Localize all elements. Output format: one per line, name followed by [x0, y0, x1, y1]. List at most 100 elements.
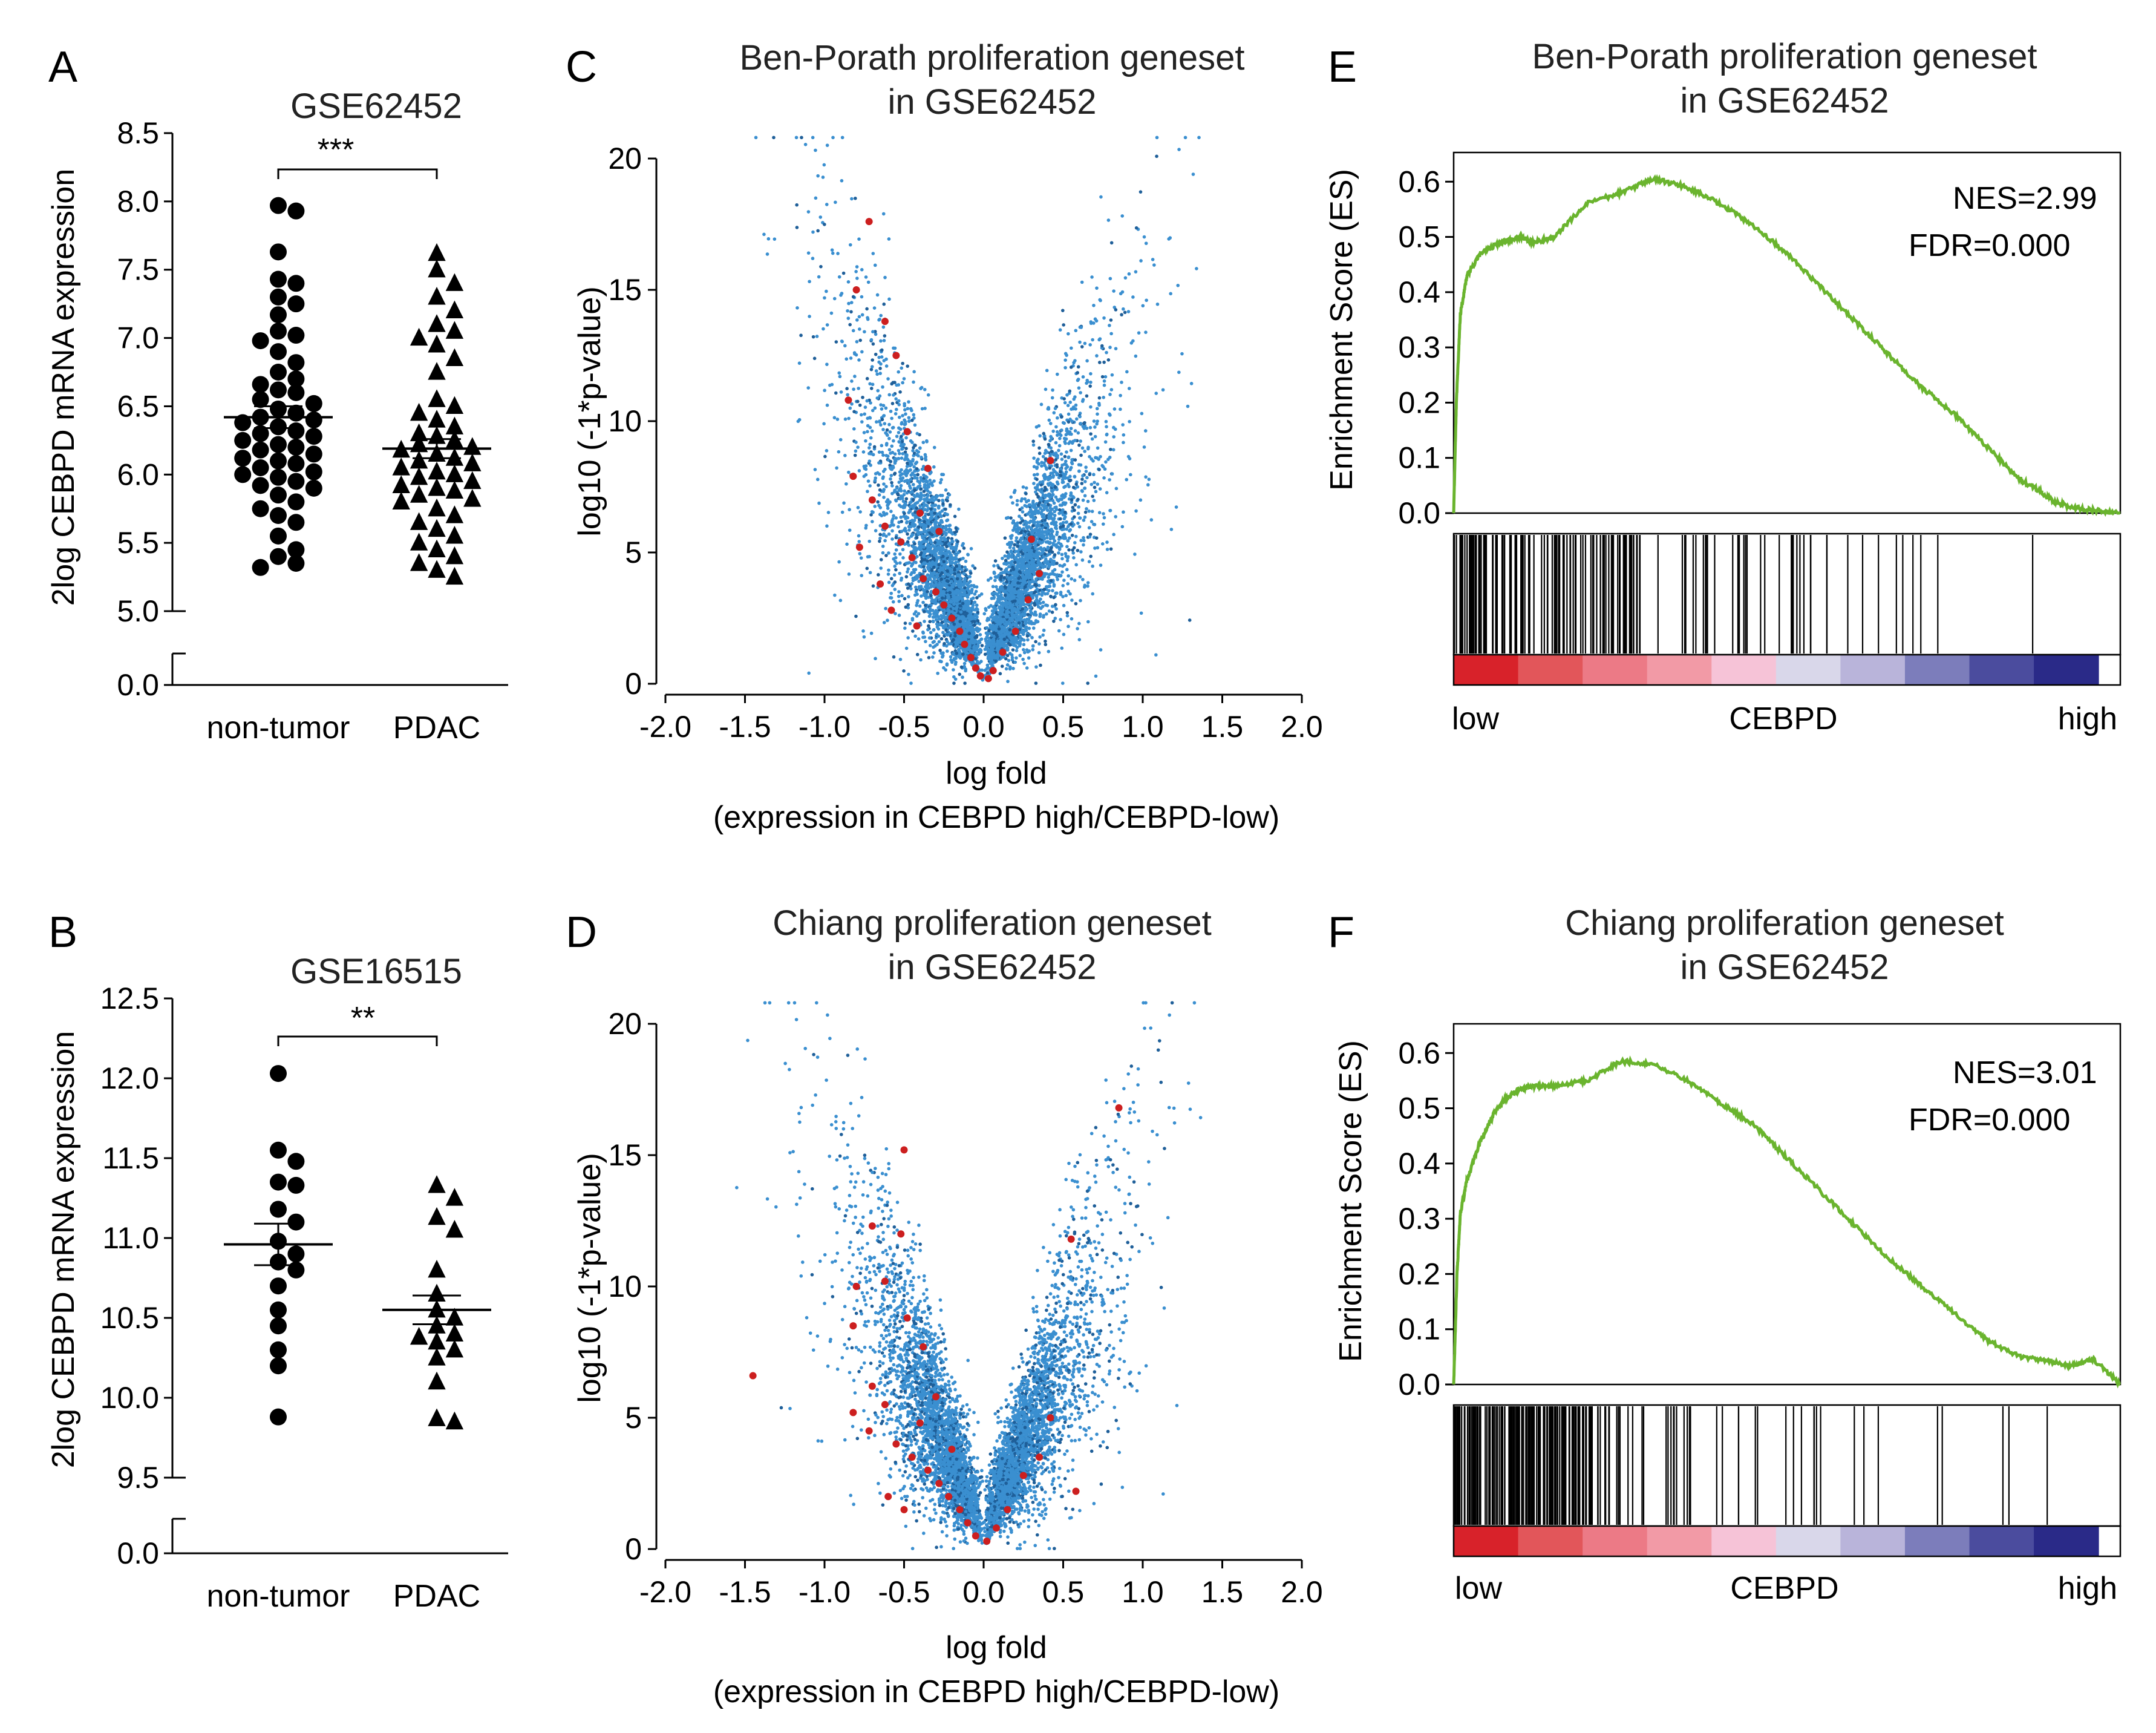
volcano-point: [881, 470, 886, 473]
volcano-point: [1088, 384, 1093, 388]
volcano-point: [1074, 403, 1078, 407]
volcano-point: [892, 655, 896, 659]
data-point-triangle: [410, 450, 428, 469]
volcano-point: [1062, 578, 1066, 582]
volcano-point: [1065, 353, 1068, 357]
volcano-point: [892, 573, 897, 577]
volcano-point: [813, 468, 817, 471]
volcano-point: [949, 655, 953, 659]
volcano-point: [906, 364, 909, 368]
volcano-point: [906, 407, 910, 411]
data-point-circle: [287, 493, 305, 511]
data-point-triangle: [410, 1326, 428, 1345]
volcano-point: [1134, 354, 1138, 358]
volcano-point: [1047, 418, 1051, 422]
volcano-point: [876, 500, 880, 504]
data-point-triangle: [445, 348, 464, 367]
volcano-point: [1128, 457, 1132, 460]
volcano-point: [846, 280, 851, 284]
volcano-point: [905, 465, 909, 468]
volcano-point: [882, 482, 886, 486]
data-point-triangle: [410, 532, 428, 551]
volcano-point: [864, 523, 868, 528]
volcano-point: [1102, 512, 1105, 516]
volcano-point: [1065, 450, 1068, 454]
volcano-point: [931, 619, 935, 623]
volcano-point: [1096, 446, 1100, 450]
volcano-point: [1065, 559, 1070, 563]
volcano-point: [879, 339, 883, 343]
volcano-point: [1037, 642, 1041, 646]
volcano-point: [909, 587, 913, 591]
volcano-point: [910, 418, 914, 422]
volcano-point: [947, 558, 952, 562]
volcano-point: [1006, 680, 1010, 683]
volcano-point: [1095, 407, 1099, 411]
data-point-circle: [287, 275, 305, 292]
volcano-point: [973, 592, 977, 596]
volcano-point: [984, 644, 988, 649]
data-point-circle: [287, 1176, 305, 1194]
y-tick-label: 11.5: [102, 1141, 159, 1175]
volcano-point: [832, 296, 837, 301]
panel-a: A GSE62452 2log CEBPD mRNA expression no…: [46, 43, 508, 745]
volcano-point: [1120, 525, 1125, 529]
volcano-point: [1058, 503, 1062, 507]
volcano-point: [1059, 618, 1062, 621]
volcano-point: [1038, 601, 1042, 605]
volcano-point: [1059, 522, 1063, 526]
x-tick-label: 1.0: [1122, 710, 1164, 744]
volcano-point: [989, 576, 993, 580]
volcano-point: [1139, 259, 1143, 263]
y-tick-label: 7.0: [117, 321, 159, 355]
volcano-point: [1096, 482, 1100, 486]
volcano-point: [825, 203, 829, 206]
volcano-point: [939, 637, 944, 641]
volcano-point: [1009, 495, 1013, 499]
volcano-point: [795, 226, 799, 229]
volcano-point: [1056, 482, 1060, 486]
panel-c-x-axis-label-line1: log fold: [946, 756, 1047, 791]
volcano-point: [887, 568, 890, 572]
data-point-circle: [252, 376, 269, 393]
data-point-triangle: [428, 519, 446, 537]
volcano-point: [1083, 510, 1088, 514]
volcano-point: [1076, 521, 1080, 525]
data-point-triangle: [445, 480, 464, 499]
data-point-triangle: [428, 1371, 446, 1390]
data-point-circle: [287, 514, 305, 531]
volcano-point: [1057, 547, 1062, 551]
volcano-point: [828, 383, 832, 387]
data-point-circle: [270, 243, 287, 261]
volcano-point: [884, 485, 888, 488]
volcano-point: [1063, 552, 1068, 555]
volcano-point: [846, 393, 849, 397]
volcano-point: [867, 451, 871, 456]
volcano-point: [1093, 523, 1097, 526]
volcano-point: [1080, 482, 1084, 485]
volcano-point: [938, 480, 942, 485]
y-tick-label: 7.5: [117, 253, 159, 287]
volcano-point: [843, 344, 847, 348]
volcano-point: [866, 555, 870, 559]
volcano-point: [773, 237, 777, 241]
volcano-point: [962, 572, 966, 575]
volcano-point: [800, 136, 803, 140]
volcano-point: [1043, 437, 1047, 441]
volcano-point: [909, 491, 913, 494]
volcano-point: [1028, 514, 1033, 517]
volcano-point: [918, 604, 922, 608]
volcano-point: [1151, 258, 1155, 261]
volcano-point: [889, 477, 892, 481]
volcano-point: [871, 520, 874, 523]
volcano-point: [901, 452, 905, 456]
volcano-point: [1068, 389, 1072, 393]
volcano-point: [1041, 600, 1045, 604]
data-point-circle: [287, 295, 305, 313]
volcano-point: [897, 525, 900, 529]
volcano-point: [823, 296, 826, 300]
volcano-point: [987, 605, 991, 609]
data-point-circle: [270, 343, 287, 361]
volcano-point: [915, 431, 920, 436]
